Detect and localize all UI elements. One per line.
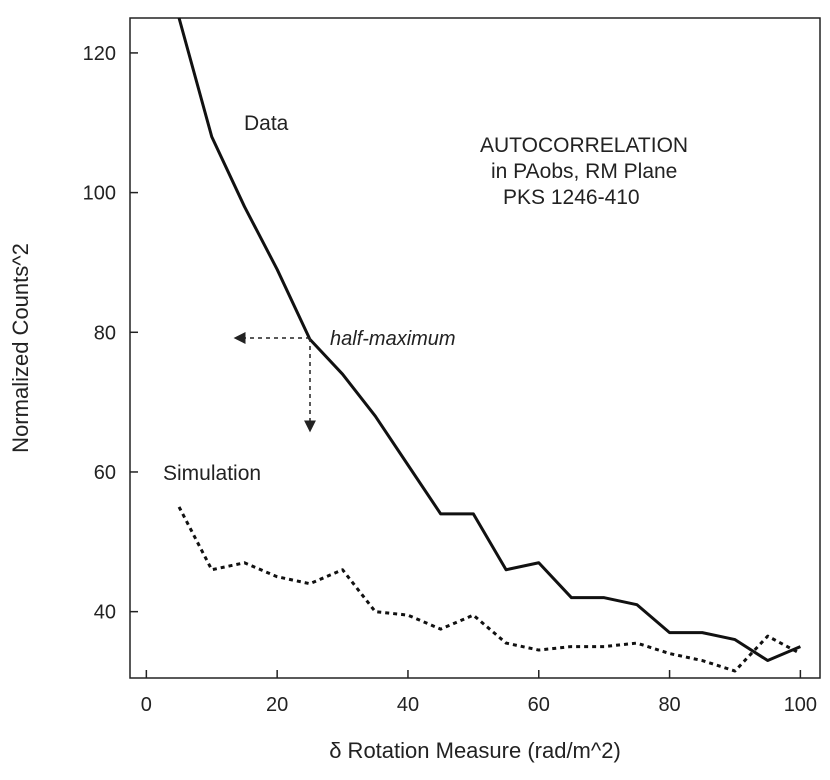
simulation-series-label: Simulation [163, 462, 261, 485]
series-line-simulation [177, 506, 802, 673]
x-tick-label-20: 20 [266, 694, 288, 716]
series-line-data [177, 17, 801, 663]
y-tick-label-40: 40 [94, 602, 116, 624]
inset-title-line-3: PKS 1246-410 [503, 186, 640, 209]
y-tick-label-60: 60 [94, 462, 116, 484]
half-maximum-label: half-maximum [330, 328, 456, 350]
y-tick-label-120: 120 [83, 43, 116, 65]
x-axis-label: δ Rotation Measure (rad/m^2) [329, 738, 621, 763]
data-series-label: Data [244, 112, 289, 135]
x-axis: 0 20 40 60 80 100 [141, 670, 817, 716]
chart-inset-title: AUTOCORRELATION in PAobs, RM Plane PKS 1… [480, 134, 688, 209]
inset-title-line-2: in PAobs, RM Plane [491, 160, 677, 183]
x-tick-label-0: 0 [141, 694, 152, 716]
x-tick-label-40: 40 [397, 694, 419, 716]
y-tick-label-80: 80 [94, 322, 116, 344]
x-tick-label-100: 100 [784, 694, 817, 716]
y-tick-label-100: 100 [83, 183, 116, 205]
x-tick-label-60: 60 [528, 694, 550, 716]
series-lines [177, 17, 802, 673]
x-tick-label-80: 80 [658, 694, 680, 716]
half-maximum-arrows [233, 332, 316, 433]
inset-title-line-1: AUTOCORRELATION [480, 134, 688, 157]
y-axis-label: Normalized Counts^2 [8, 243, 33, 453]
y-axis: 40 60 80 100 120 [83, 43, 138, 624]
plot-frame [129, 17, 821, 679]
